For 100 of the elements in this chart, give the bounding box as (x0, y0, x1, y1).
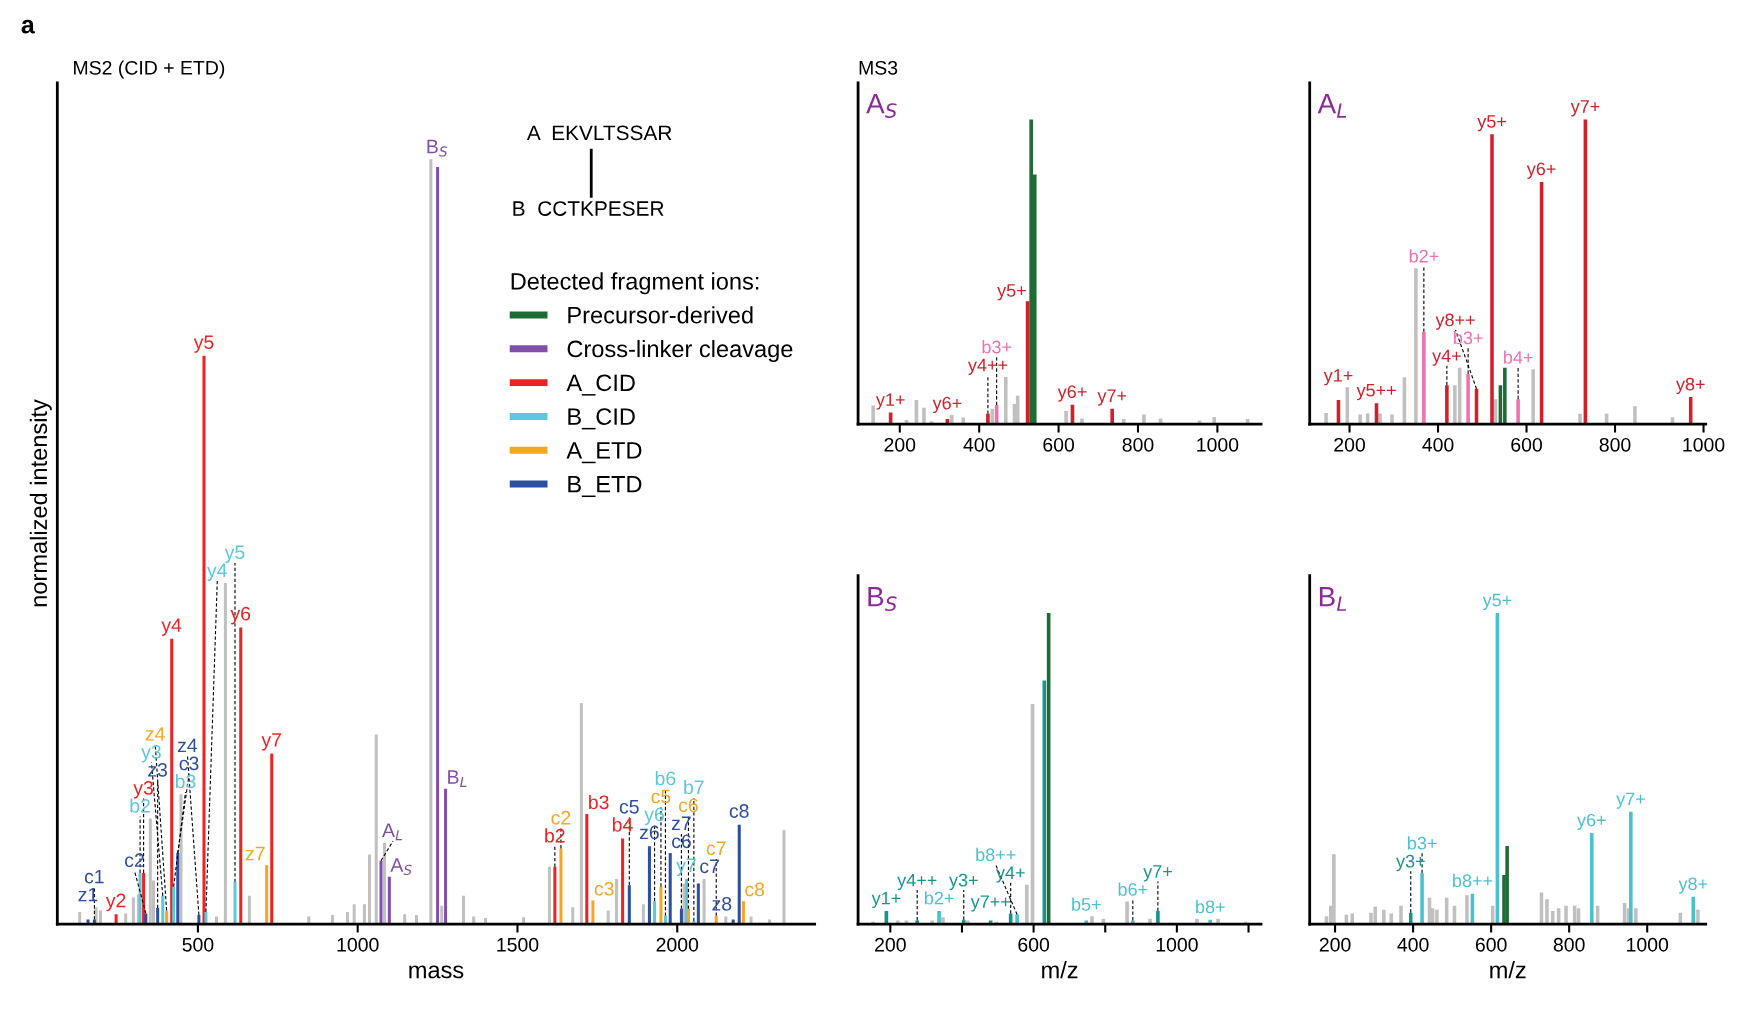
x-tick-label: 1000 (1627, 937, 1669, 952)
annotation: y4+ (1432, 349, 1461, 366)
annotation: c5 (651, 789, 671, 804)
x-tick-label: 600 (1475, 937, 1507, 952)
x-tick-label: 800 (1122, 437, 1154, 452)
annotation: c8 (729, 804, 749, 818)
annotation: c2 (125, 853, 144, 868)
annotation: B$_{S}$ (427, 139, 448, 157)
annotation: b3+ (1407, 836, 1437, 850)
x-tick-label: 400 (1397, 937, 1429, 952)
annotation: b3+ (1454, 330, 1483, 345)
annotation: y7+ (1570, 100, 1600, 117)
x-tick-label: 400 (963, 437, 995, 452)
legend-label: A_ETD (566, 442, 642, 464)
annotation: c7 (700, 859, 719, 874)
annotation: b6 (655, 771, 676, 786)
x-tick-label: 400 (1422, 437, 1454, 452)
annotation: b8++ (1453, 873, 1493, 888)
annotation: b2+ (1409, 249, 1439, 263)
annotation: B$_{L}$ (448, 770, 467, 787)
annotation: y7++ (970, 895, 1010, 912)
annotation: y5+ (997, 284, 1026, 301)
annotation: y4++ (967, 358, 1008, 375)
x-tick-label: 1000 (1156, 937, 1198, 952)
x-axis-title: m/z (1490, 961, 1526, 979)
annotation: b2 (545, 828, 565, 843)
x-axis-title: mass (409, 965, 464, 979)
legend-label: Precursor-derived (568, 306, 753, 324)
annotation: z8 (712, 896, 732, 911)
annotation: y6+ (1577, 813, 1606, 830)
annotation: y6+ (932, 396, 962, 414)
annotation: y4 (161, 618, 182, 636)
annotation: y1+ (1323, 369, 1353, 386)
annotation: y3+ (1396, 854, 1425, 872)
x-tick-label: 200 (1319, 937, 1351, 952)
annotation: b7 (684, 779, 704, 795)
chart-subtitle: B$_{S}$ (868, 587, 897, 612)
annotation: b2+ (924, 891, 954, 905)
legend-label: B_CID (568, 408, 635, 430)
annotation: y5 (224, 545, 245, 564)
annotation: y3+ (949, 873, 978, 891)
annotation: y4+ (995, 866, 1025, 883)
text: A EKVLTSSAR (526, 125, 672, 141)
annotation: y7+ (1143, 865, 1172, 882)
annotation: y5++ (1356, 384, 1396, 401)
annotation: y2 (105, 893, 126, 912)
annotation: y7+ (1097, 389, 1127, 406)
annotation: c5 (619, 800, 639, 814)
chart-title: MS3 (859, 60, 898, 75)
annotation: z3 (148, 762, 168, 777)
annotation: c3 (179, 756, 199, 771)
x-axis-title: m/z (1042, 961, 1078, 979)
annotation: b6+ (1118, 882, 1148, 896)
x-tick-label: 2000 (656, 937, 699, 952)
annotation: y7 (261, 733, 281, 751)
annotation: y3 (133, 780, 153, 799)
annotation: B CCTKPESER (513, 201, 664, 216)
annotation: y4 (206, 563, 227, 582)
chart-subtitle: B$_{L}$ (1319, 587, 1347, 611)
annotation: c6 (672, 834, 691, 849)
annotation: c6 (678, 798, 698, 813)
annotation: A$_{L}$ (382, 823, 402, 841)
annotation: b2 (130, 798, 150, 813)
x-tick-label: 800 (1599, 437, 1631, 452)
annotation: b8++ (976, 847, 1016, 862)
annotation: b4+ (1504, 350, 1533, 364)
annotation: b5+ (1072, 897, 1101, 911)
annotation: y1+ (875, 393, 905, 410)
legend-label: Cross-linker cleavage (567, 339, 793, 362)
annotation: y8++ (1435, 313, 1475, 330)
x-tick-label: 1000 (337, 937, 379, 952)
x-tick-label: 200 (1334, 437, 1365, 452)
annotation: b8+ (1196, 899, 1225, 914)
annotation: y6 (230, 606, 251, 625)
annotation: c2 (551, 810, 571, 825)
annotation: c7 (706, 841, 726, 856)
annotation: y5 (193, 335, 214, 353)
annotation: z7 (245, 846, 265, 861)
annotation: b4 (612, 817, 633, 832)
annotation: c3 (594, 881, 614, 896)
x-tick-label: 600 (1043, 437, 1075, 452)
x-tick-label: 500 (182, 937, 214, 952)
annotation: y5+ (1482, 593, 1512, 611)
annotation: y6 (644, 807, 664, 826)
text: a (21, 19, 35, 34)
annotation: y7 (676, 858, 696, 877)
annotation: y3 (141, 744, 161, 763)
x-tick-label: 200 (884, 437, 916, 452)
x-tick-label: 600 (1018, 937, 1050, 952)
annotation: y4++ (897, 873, 937, 891)
y-axis-title: normalized intensity (29, 399, 52, 607)
annotation: y7+ (1616, 792, 1645, 809)
annotation: y1+ (871, 891, 901, 909)
annotation: z1 (78, 887, 98, 902)
annotation: b3 (175, 774, 196, 789)
x-tick-label: 600 (1511, 437, 1542, 452)
annotation: A$_{S}$ (390, 858, 412, 876)
chart-subtitle: A$_{S}$ (866, 94, 897, 118)
annotation: c1 (84, 869, 104, 884)
annotation: b3+ (982, 340, 1012, 354)
